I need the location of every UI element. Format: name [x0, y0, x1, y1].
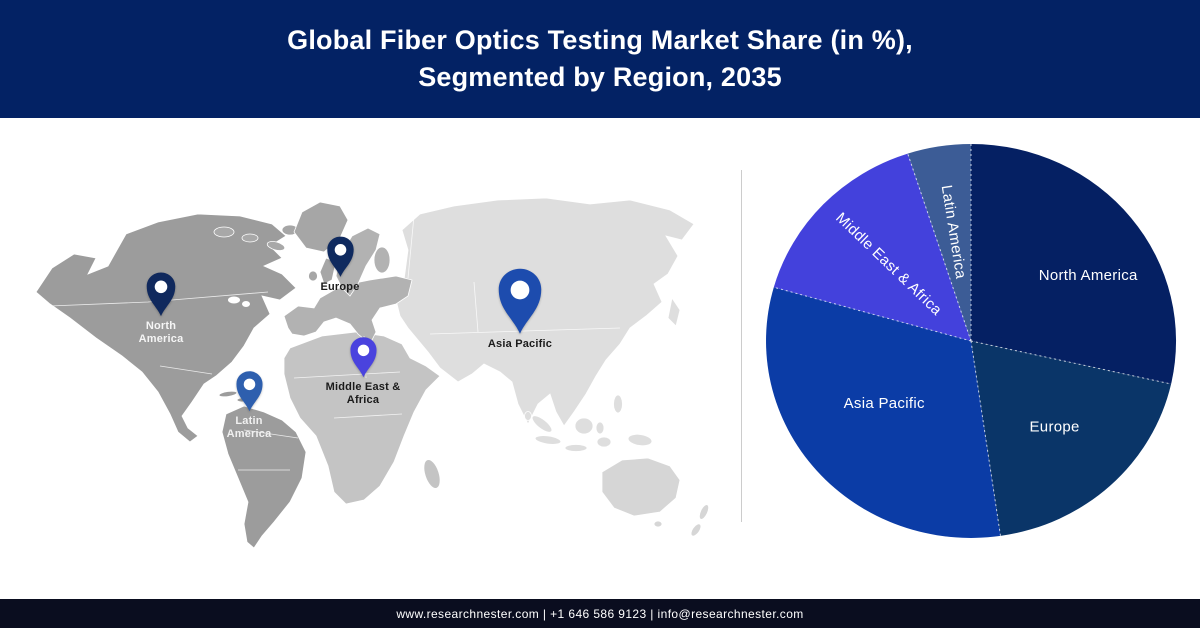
pie-slice-north-america	[971, 144, 1177, 384]
caribbean-islands	[218, 390, 238, 398]
pie-slice-latin-america	[907, 143, 971, 341]
continent-australia	[601, 457, 710, 537]
continent-south-america	[221, 405, 307, 549]
sri-lanka	[524, 411, 532, 421]
greenland	[293, 201, 349, 253]
arctic-island	[213, 226, 235, 238]
caribbean-islands	[236, 397, 248, 403]
great-lakes	[228, 296, 240, 304]
japan	[667, 296, 681, 327]
ireland	[308, 270, 318, 282]
pie-slice-label-europe: Europe	[1030, 419, 1080, 436]
new-guinea	[627, 433, 653, 447]
new-zealand-south	[690, 523, 702, 537]
pie-slice-separator	[970, 340, 1172, 385]
pie-slice-separator	[773, 286, 972, 342]
page-title-line2: Segmented by Region, 2035	[418, 62, 782, 92]
header-banner: Global Fiber Optics Testing Market Share…	[0, 0, 1200, 118]
arctic-island	[266, 241, 286, 251]
new-zealand-north	[698, 504, 710, 520]
tasmania	[653, 520, 663, 528]
page-title-line1: Global Fiber Optics Testing Market Share…	[287, 25, 913, 55]
footer-bar: www.researchnester.com | +1 646 586 9123…	[0, 599, 1200, 628]
continent-africa	[283, 331, 441, 505]
world-map	[35, 197, 710, 549]
pie-slice-label-asia-pacific: Asia Pacific	[844, 395, 925, 412]
pie-slice-middle-east-africa	[773, 153, 971, 341]
madagascar	[423, 459, 441, 489]
finland	[373, 246, 391, 274]
divider-line	[741, 170, 742, 522]
pie-slice-asia-pacific	[766, 287, 1001, 538]
continent-europe	[281, 224, 413, 345]
pie-slice-europe	[971, 341, 1172, 536]
arctic-island	[241, 233, 259, 243]
great-lakes	[242, 301, 250, 307]
continent-asia	[395, 197, 695, 452]
pie-slice-label-north-america: North America	[1039, 267, 1138, 284]
footer-contact-text: www.researchnester.com | +1 646 586 9123…	[396, 606, 804, 621]
united-kingdom	[319, 257, 337, 285]
